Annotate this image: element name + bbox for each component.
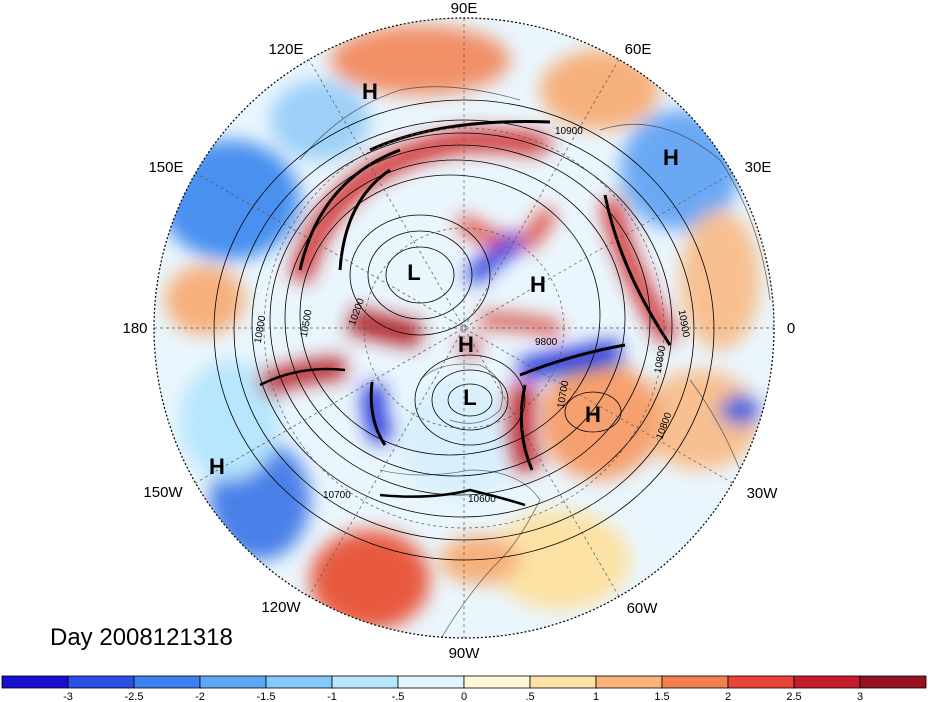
pressure-centers: H H L H H L H H xyxy=(209,79,679,479)
colorbar-tick-label: .5 xyxy=(525,691,534,702)
colorbar-swatch xyxy=(463,675,531,689)
colorbar-tick-label: -2 xyxy=(195,691,205,702)
colorbar-swatch xyxy=(265,675,333,689)
low-center: L xyxy=(463,385,476,410)
colorbar-swatch xyxy=(1,675,69,689)
high-center: H xyxy=(585,402,601,427)
lon-label-30e: 30E xyxy=(745,159,772,176)
colorbar-swatch xyxy=(727,675,795,689)
colorbar-swatch xyxy=(793,675,861,689)
lon-label-30w: 30W xyxy=(747,485,779,502)
lon-label-60e: 60E xyxy=(625,41,652,58)
colorbar-tick-label: 1 xyxy=(593,691,599,702)
colorbar: -3 -2.5 -2 -1.5 -1 -.5 0 .5 1 1.5 2 2.5 3 xyxy=(1,675,927,702)
lon-label-150w: 150W xyxy=(143,484,183,501)
graticule xyxy=(154,18,774,638)
lon-label-0: 0 xyxy=(787,320,795,337)
contour-label: 10500 xyxy=(299,308,315,338)
colorbar-swatch xyxy=(397,675,465,689)
colorbar-tick-label: 0 xyxy=(461,691,467,702)
colorbar-swatch xyxy=(661,675,729,689)
lon-label-60w: 60W xyxy=(627,600,659,617)
colorbar-swatch xyxy=(595,675,663,689)
colorbar-tick-label: 2.5 xyxy=(786,691,801,702)
lon-label-120e: 120E xyxy=(268,41,303,58)
lon-label-90e: 90E xyxy=(451,0,478,17)
low-center: L xyxy=(407,260,420,285)
map-title: Day 2008121318 xyxy=(50,624,233,651)
colorbar-tick-label: -3 xyxy=(63,691,73,702)
colorbar-swatch xyxy=(67,675,135,689)
colorbar-tick-label: -1.5 xyxy=(257,691,276,702)
colorbar-tick-label: -.5 xyxy=(392,691,405,702)
colorbar-swatch xyxy=(859,675,927,689)
colorbar-tick-label: -1 xyxy=(327,691,337,702)
lon-label-150e: 150E xyxy=(148,159,183,176)
contour-label: 10700 xyxy=(556,379,572,409)
contour-label: 10800 xyxy=(253,314,269,344)
lon-label-180: 180 xyxy=(122,320,147,337)
colorbar-tick-label: 1.5 xyxy=(654,691,669,702)
colorbar-swatch xyxy=(133,675,201,689)
lon-label-90w: 90W xyxy=(449,645,481,662)
colorbar-swatch xyxy=(331,675,399,689)
high-center: H xyxy=(663,145,679,170)
colorbar-tick-label: 2 xyxy=(725,691,731,702)
contour-label: 9800 xyxy=(535,337,558,348)
colorbar-swatch xyxy=(199,675,267,689)
map-boundary xyxy=(153,17,775,639)
contour-label: 10900 xyxy=(676,309,692,339)
longitude-labels: 90E 60E 30E 0 30W 60W 90W 120W 150W 180 … xyxy=(122,0,795,662)
high-center: H xyxy=(530,272,546,297)
lon-label-120w: 120W xyxy=(261,599,301,616)
high-center: H xyxy=(209,454,225,479)
high-center: H xyxy=(362,79,378,104)
contour-label: 10800 xyxy=(653,344,669,374)
contour-label: 10900 xyxy=(555,126,583,137)
colorbar-tick-label: -2.5 xyxy=(125,691,144,702)
contour-label: 10600 xyxy=(468,494,496,505)
colorbar-swatch xyxy=(529,675,597,689)
colorbar-tick-label: 3 xyxy=(857,691,863,702)
contour-label: 10700 xyxy=(323,490,351,501)
high-center: H xyxy=(458,332,474,357)
